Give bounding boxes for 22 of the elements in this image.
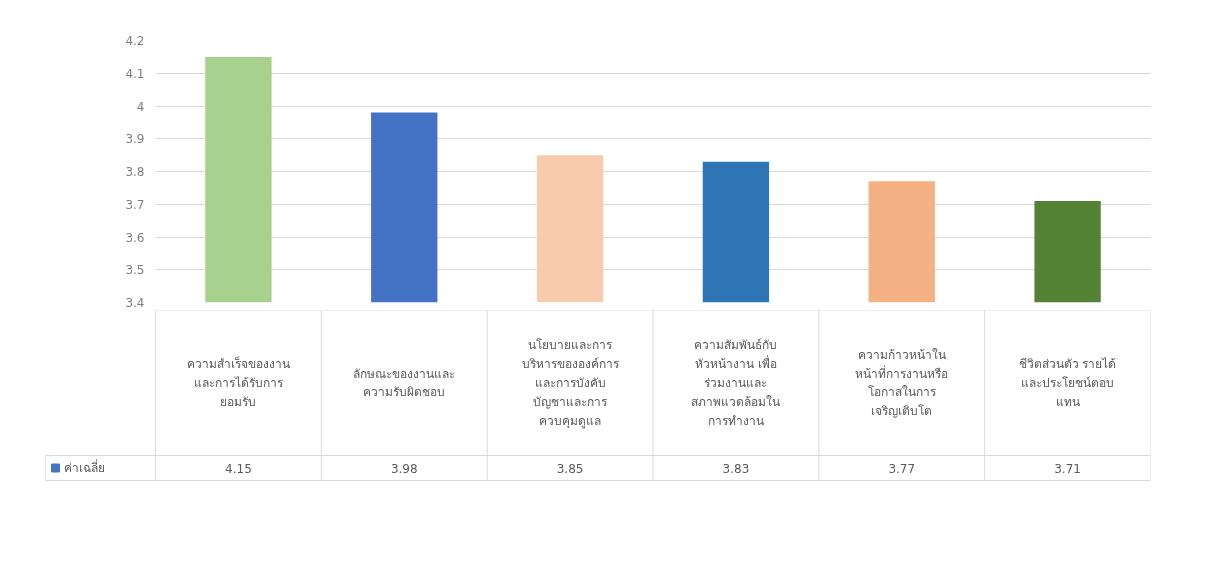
data-label: 3.83 [722, 461, 750, 476]
x-tick-label: ความสัมพันธ์กับ หัวหน้างาน เพื่อ ร่วมงานและ สภาพแวดล้อมใน การทำงาน [691, 338, 781, 428]
y-tick-label: 3.7 [125, 197, 145, 212]
data-label: 3.85 [556, 461, 584, 476]
y-tick-label: 3.5 [125, 263, 145, 278]
y-tick-label: 3.8 [125, 165, 145, 179]
y-tick-label: 4 [136, 99, 145, 114]
data-label: 3.77 [888, 461, 916, 476]
y-tick-label: 3.9 [125, 132, 145, 147]
data-label: 3.71 [1054, 461, 1081, 476]
x-tick-label: นโยบายและการ บริหารขององค์การ และการบังคับ บัญชาและการ ควบคุมดูแล [521, 338, 620, 429]
data-label: 3.98 [390, 461, 418, 476]
y-tick-label: 3.4 [125, 296, 145, 310]
x-tick-label: ความสำเร็จของงาน และการได้รับการ ยอมรับ [186, 356, 290, 409]
data-label: 4.15 [225, 461, 252, 476]
x-tick-label: ลักษณะของงานและ ความรับผิดชอบ [353, 366, 456, 400]
x-tick-label: ชีวิตส่วนตัว รายได้ และประโยชน์ตอบ แทน [1018, 357, 1117, 409]
y-tick-label: 4.2 [125, 34, 145, 48]
legend-label: ค่าเฉลี่ย [63, 459, 105, 475]
x-tick-label: ความก้าวหน้าใน หน้าที่การงานหรือ โอกาสในการ เจริญเติบโต [855, 347, 949, 419]
y-tick-label: 3.6 [125, 230, 145, 245]
y-tick-label: 4.1 [125, 66, 145, 81]
